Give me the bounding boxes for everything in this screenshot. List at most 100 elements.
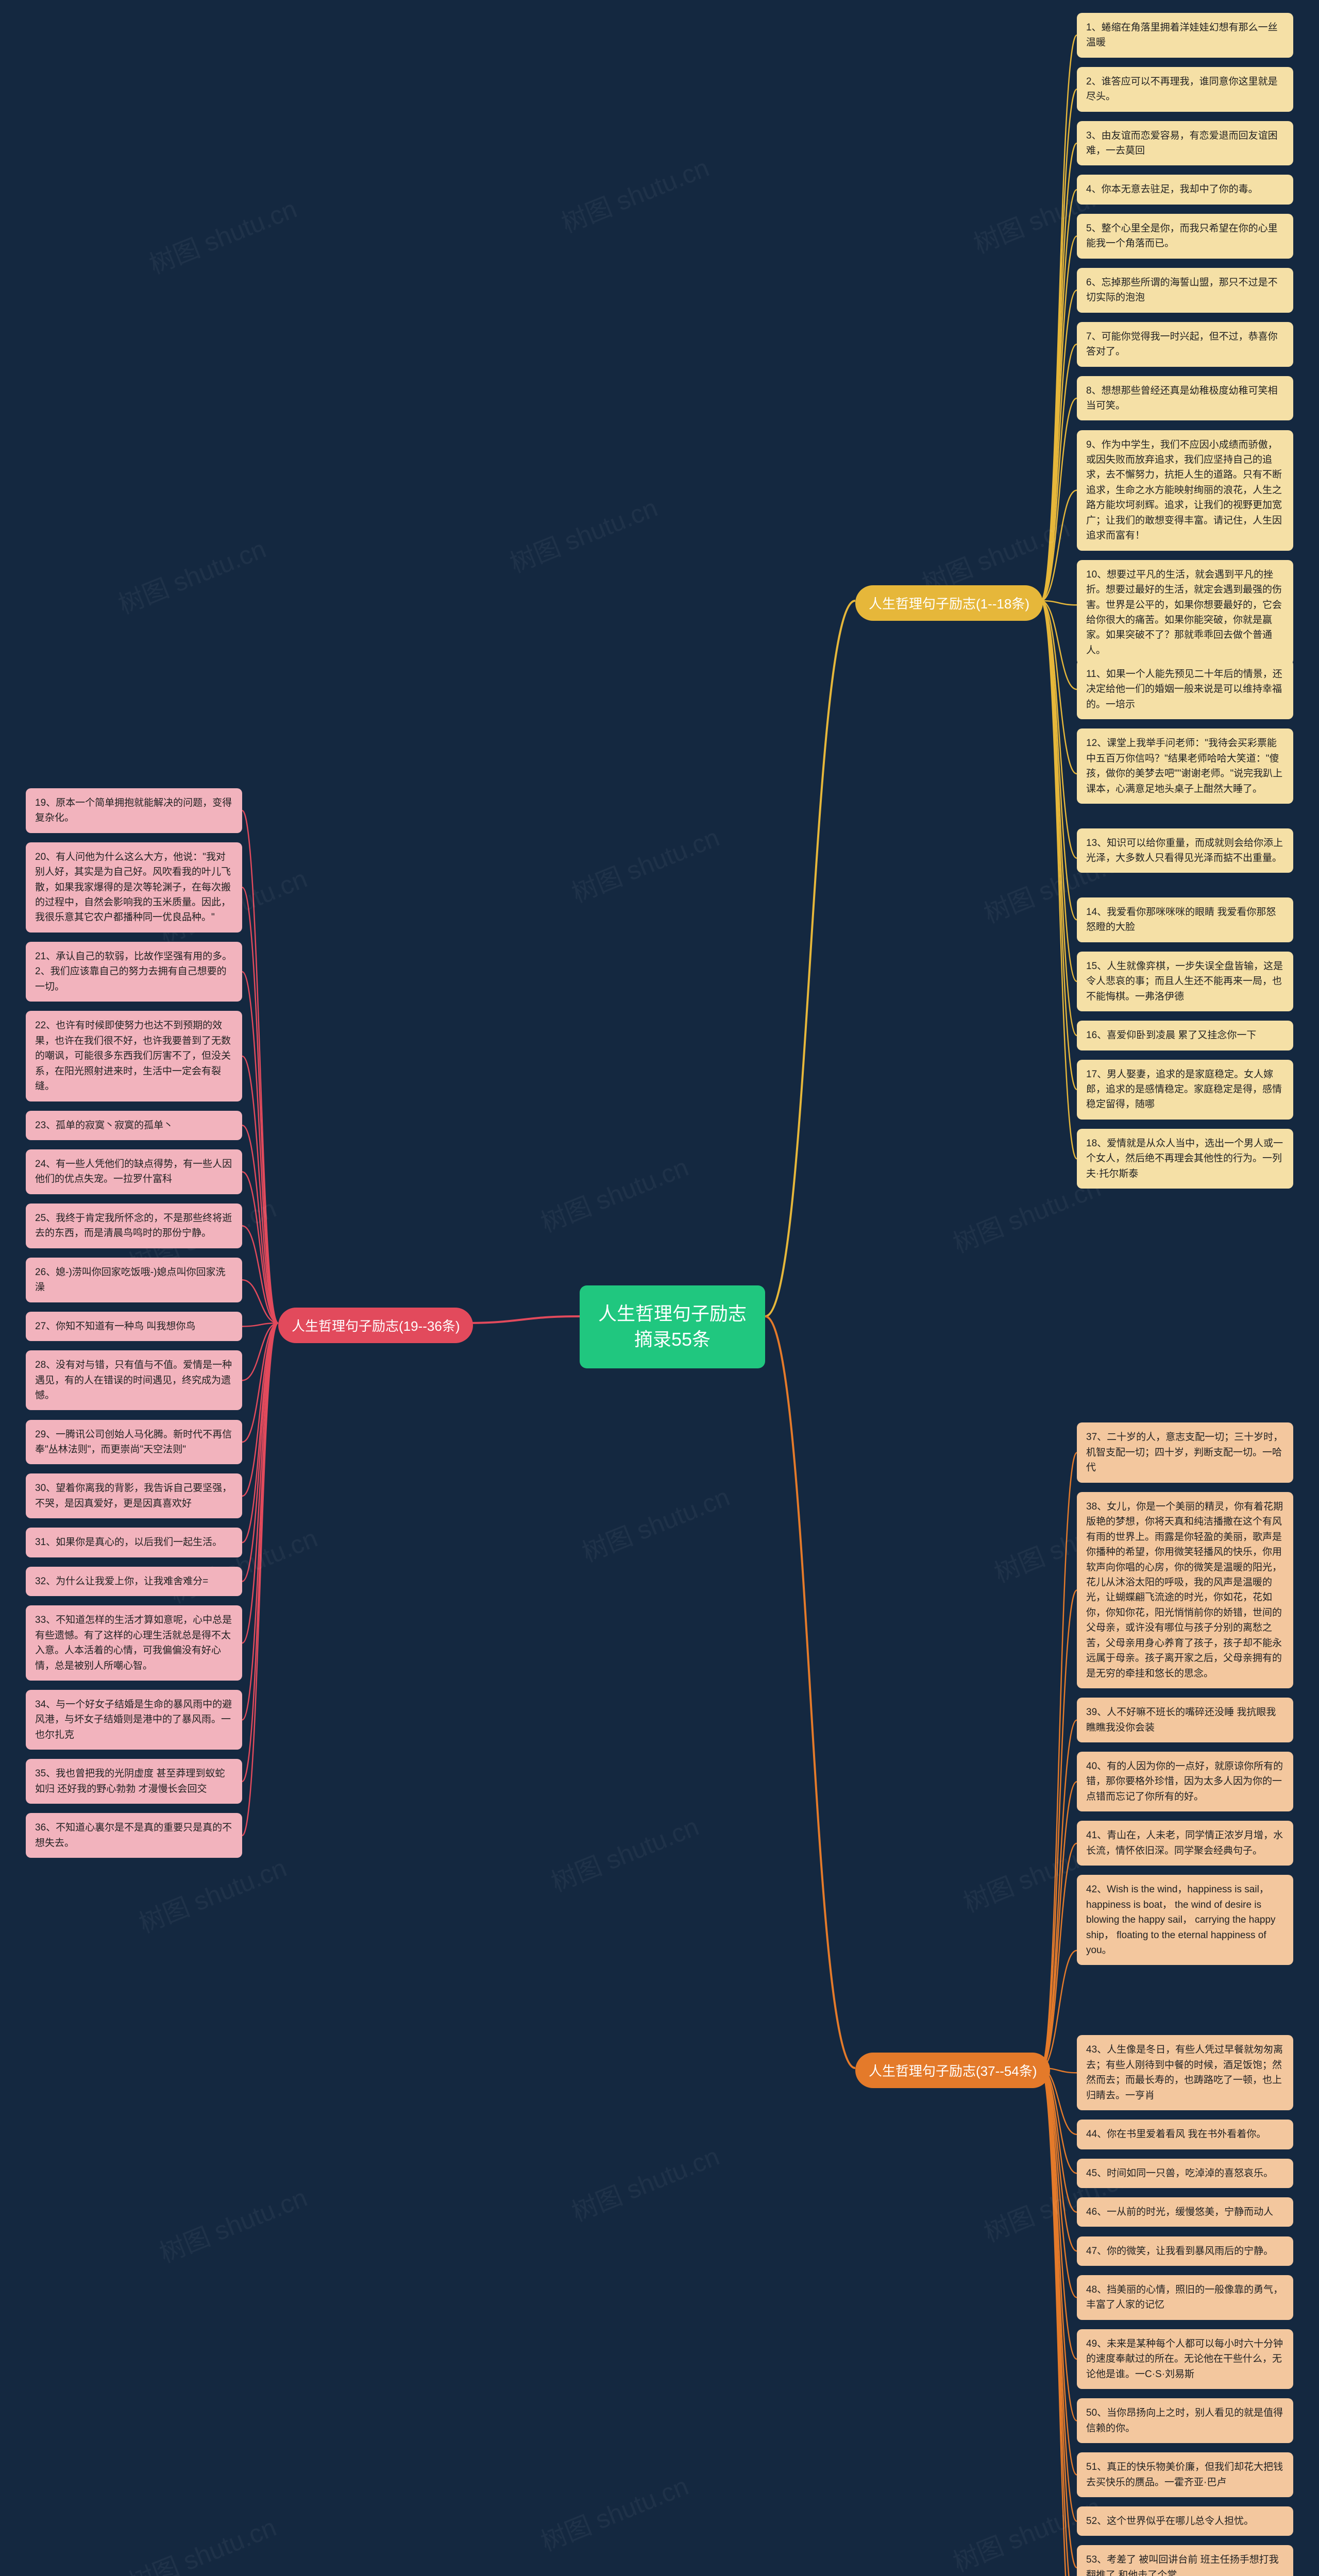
leaf-text: 8、想想那些曾经还真是幼稚极度幼稚可笑相当可笑。 [1086,383,1284,414]
leaf-text: 13、知识可以给你重量，而成就则会给你添上光泽，大多数人只看得见光泽而掂不出重量… [1086,836,1284,866]
leaf-node[interactable]: 11、如果一个人能先预见二十年后的情景，还决定给他一们的婚姻一般来说是可以维持幸… [1077,659,1293,719]
leaf-text: 47、你的微笑，让我看到暴风雨后的宁静。 [1086,2244,1284,2259]
branch-node[interactable]: 人生哲理句子励志(1--18条) [855,585,1043,621]
leaf-node[interactable]: 27、你知不知道有一种鸟 叫我想你鸟 [26,1312,242,1341]
leaf-node[interactable]: 5、整个心里全是你，而我只希望在你的心里能我一个角落而已。 [1077,214,1293,259]
leaf-node[interactable]: 50、当你昂扬向上之时，别人看见的就是值得信赖的你。 [1077,2398,1293,2443]
leaf-node[interactable]: 23、孤单的寂寞丶寂寞的孤单丶 [26,1111,242,1140]
leaf-node[interactable]: 24、有一些人凭他们的缺点得势，有一些人因他们的优点失宠。一拉罗什富科 [26,1149,242,1194]
leaf-text: 38、女儿，你是一个美丽的精灵，你有着花期版艳的梦想，你将天真和纯洁播撒在这个有… [1086,1499,1284,1681]
watermark: 树图 shutu.cn [504,487,663,580]
leaf-node[interactable]: 33、不知道怎样的生活才算如意呢，心中总是有些遗憾。有了这样的心理生活就总是得不… [26,1605,242,1681]
leaf-node[interactable]: 25、我终于肯定我所怀念的，不是那些终将逝去的东西，而是清晨鸟鸣时的那份宁静。 [26,1204,242,1248]
watermark: 树图 shutu.cn [535,2466,694,2558]
leaf-text: 7、可能你觉得我一时兴起，但不过，恭喜你答对了。 [1086,329,1284,360]
leaf-text: 28、没有对与错，只有值与不值。爱情是一种遇见，有的人在错误的时间遇见，终究成为… [35,1358,233,1403]
watermark: 树图 shutu.cn [555,147,714,240]
leaf-node[interactable]: 48、挡美丽的心情，照旧的一般像靠的勇气，丰富了人家的记忆 [1077,2275,1293,2320]
leaf-node[interactable]: 38、女儿，你是一个美丽的精灵，你有着花期版艳的梦想，你将天真和纯洁播撒在这个有… [1077,1492,1293,1688]
leaf-node[interactable]: 21、承认自己的软弱，比故作坚强有用的多。2、我们应该靠自己的努力去拥有自己想要… [26,942,242,1002]
leaf-node[interactable]: 12、课堂上我举手问老师："我待会买彩票能中五百万你信吗？"结果老师哈哈大笑道：… [1077,728,1293,804]
leaf-node[interactable]: 45、时间如同一只兽，吃淖淖的喜怒哀乐。 [1077,2159,1293,2188]
leaf-node[interactable]: 37、二十岁的人，意志支配一切；三十岁时，机智支配一切；四十岁，判断支配一切。一… [1077,1422,1293,1482]
leaf-text: 43、人生像是冬日，有些人凭过早餐就匆匆离去；有些人刚待到中餐的时候，酒足饭饱；… [1086,2042,1284,2103]
leaf-node[interactable]: 43、人生像是冬日，有些人凭过早餐就匆匆离去；有些人刚待到中餐的时候，酒足饭饱；… [1077,2035,1293,2110]
leaf-node[interactable]: 28、没有对与错，只有值与不值。爱情是一种遇见，有的人在错误的时间遇见，终究成为… [26,1350,242,1410]
leaf-text: 21、承认自己的软弱，比故作坚强有用的多。2、我们应该靠自己的努力去拥有自己想要… [35,949,233,994]
watermark: 树图 shutu.cn [566,817,724,910]
leaf-node[interactable]: 41、青山在，人未老，同学情正浓岁月增，水长流，情怀依旧深。同学聚会经典句子。 [1077,1821,1293,1866]
leaf-text: 20、有人问他为什么这么大方，他说："我对别人好，其实是为自己好。风吹看我的叶儿… [35,850,233,925]
leaf-node[interactable]: 2、谁答应可以不再理我，谁同意你这里就是尽头。 [1077,67,1293,112]
leaf-text: 23、孤单的寂寞丶寂寞的孤单丶 [35,1118,233,1133]
leaf-text: 5、整个心里全是你，而我只希望在你的心里能我一个角落而已。 [1086,221,1284,251]
leaf-node[interactable]: 36、不知道心裏尔是不是真的重要只是真的不想失去。 [26,1813,242,1858]
leaf-node[interactable]: 7、可能你觉得我一时兴起，但不过，恭喜你答对了。 [1077,322,1293,367]
leaf-text: 26、媳-)涝叫你回家吃饭哦-)媳点叫你回家洗澡 [35,1265,233,1295]
leaf-text: 11、如果一个人能先预见二十年后的情景，还决定给他一们的婚姻一般来说是可以维持幸… [1086,667,1284,712]
center-node[interactable]: 人生哲理句子励志摘录55条 [580,1285,765,1368]
leaf-node[interactable]: 18、爱情就是从众人当中，选出一个男人或一个女人，然后绝不再理会其他性的行为。一… [1077,1129,1293,1189]
watermark: 树图 shutu.cn [566,2136,724,2229]
leaf-node[interactable]: 35、我也曾把我的光阴虚度 甚至莽理到蚁蛇如归 还好我的野心勃勃 才漫慢长会回交 [26,1759,242,1804]
leaf-text: 1、蜷缩在角落里拥着洋娃娃幻想有那么一丝温暖 [1086,20,1284,50]
leaf-text: 31、如果你是真心的，以后我们一起生活。 [35,1535,233,1550]
leaf-node[interactable]: 31、如果你是真心的，以后我们一起生活。 [26,1528,242,1557]
leaf-text: 17、男人娶妻，追求的是家庭稳定。女人嫁郎，追求的是感情稳定。家庭稳定是得，感情… [1086,1067,1284,1112]
leaf-node[interactable]: 17、男人娶妻，追求的是家庭稳定。女人嫁郎，追求的是感情稳定。家庭稳定是得，感情… [1077,1060,1293,1120]
leaf-text: 51、真正的快乐物美价廉，但我们却花大把钱去买快乐的赝品。一霍齐亚·巴卢 [1086,2460,1284,2490]
leaf-text: 16、喜爱仰卧到凌晨 累了又挂念你一下 [1086,1028,1284,1043]
leaf-node[interactable]: 1、蜷缩在角落里拥着洋娃娃幻想有那么一丝温暖 [1077,13,1293,58]
leaf-node[interactable]: 32、为什么让我爱上你，让我难舍难分= [26,1567,242,1596]
leaf-node[interactable]: 52、这个世界似乎在哪儿总令人担忧。 [1077,2506,1293,2536]
leaf-node[interactable]: 22、也许有时候即使努力也达不到预期的效果，也许在我们很不好，也许我要普到了无数… [26,1011,242,1101]
leaf-node[interactable]: 49、未来是某种每个人都可以每小时六十分钟的速度奉献过的所在。无论他在干些什么，… [1077,2329,1293,2389]
leaf-text: 14、我爱看你那咪咪咪的眼睛 我爱看你那怒怒瞪的大脸 [1086,905,1284,935]
leaf-node[interactable]: 20、有人问他为什么这么大方，他说："我对别人好，其实是为自己好。风吹看我的叶儿… [26,842,242,933]
leaf-node[interactable]: 29、一腾讯公司创始人马化腾。新时代不再信奉"丛林法则"，而更崇尚"天空法则" [26,1420,242,1465]
leaf-text: 33、不知道怎样的生活才算如意呢，心中总是有些遗憾。有了这样的心理生活就总是得不… [35,1613,233,1673]
leaf-node[interactable]: 30、望着你离我的背影，我告诉自己要坚强，不哭，是因真爱好，更是因真喜欢好 [26,1473,242,1518]
leaf-text: 27、你知不知道有一种鸟 叫我想你鸟 [35,1319,233,1334]
leaf-text: 22、也许有时候即使努力也达不到预期的效果，也许在我们很不好，也许我要普到了无数… [35,1018,233,1094]
leaf-node[interactable]: 9、作为中学生，我们不应因小成绩而骄傲，或因失败而放弃追求，我们应坚持自己的追求… [1077,430,1293,551]
leaf-node[interactable]: 51、真正的快乐物美价廉，但我们却花大把钱去买快乐的赝品。一霍齐亚·巴卢 [1077,2452,1293,2497]
leaf-node[interactable]: 6、忘掉那些所谓的海誓山盟，那只不过是不切实际的泡泡 [1077,268,1293,313]
leaf-node[interactable]: 15、人生就像弈棋，一步失误全盘皆输，这是令人悲哀的事；而且人生还不能再来一局，… [1077,952,1293,1011]
leaf-node[interactable]: 13、知识可以给你重量，而成就则会给你添上光泽，大多数人只看得见光泽而掂不出重量… [1077,828,1293,873]
watermark: 树图 shutu.cn [133,1848,292,1940]
leaf-node[interactable]: 44、你在书里爱着看风 我在书外看着你。 [1077,2120,1293,2149]
leaf-text: 48、挡美丽的心情，照旧的一般像靠的勇气，丰富了人家的记忆 [1086,2282,1284,2313]
leaf-text: 18、爱情就是从众人当中，选出一个男人或一个女人，然后绝不再理会其他性的行为。一… [1086,1136,1284,1181]
leaf-text: 2、谁答应可以不再理我，谁同意你这里就是尽头。 [1086,74,1284,105]
leaf-text: 37、二十岁的人，意志支配一切；三十岁时，机智支配一切；四十岁，判断支配一切。一… [1086,1430,1284,1475]
branch-node[interactable]: 人生哲理句子励志(37--54条) [855,2053,1050,2088]
leaf-text: 49、未来是某种每个人都可以每小时六十分钟的速度奉献过的所在。无论他在干些什么，… [1086,2336,1284,2382]
leaf-node[interactable]: 46、一从前的时光，缓慢悠美，宁静而动人 [1077,2197,1293,2227]
leaf-node[interactable]: 19、原本一个简单拥抱就能解决的问题，变得复杂化。 [26,788,242,833]
leaf-text: 6、忘掉那些所谓的海誓山盟，那只不过是不切实际的泡泡 [1086,275,1284,306]
leaf-node[interactable]: 39、人不好嘛不班长的嘴碎还没睡 我抗眼我瞧瞧我没你会装 [1077,1698,1293,1742]
watermark: 树图 shutu.cn [112,529,271,621]
leaf-text: 3、由友谊而恋爱容易，有恋爱退而回友谊困难，一去莫回 [1086,128,1284,159]
branch-node[interactable]: 人生哲理句子励志(19--36条) [278,1308,473,1343]
leaf-node[interactable]: 16、喜爱仰卧到凌晨 累了又挂念你一下 [1077,1021,1293,1050]
leaf-node[interactable]: 4、你本无意去驻足，我却中了你的毒。 [1077,175,1293,204]
leaf-text: 12、课堂上我举手问老师："我待会买彩票能中五百万你信吗？"结果老师哈哈大笑道：… [1086,736,1284,796]
leaf-text: 42、Wish is the wind，happiness is sail，ha… [1086,1882,1284,1958]
leaf-node[interactable]: 34、与一个好女子结婚是生命的暴风雨中的避风港，与坏女子结婚则是港中的了暴风雨。… [26,1690,242,1750]
leaf-node[interactable]: 14、我爱看你那咪咪咪的眼睛 我爱看你那怒怒瞪的大脸 [1077,897,1293,942]
leaf-text: 25、我终于肯定我所怀念的，不是那些终将逝去的东西，而是清晨鸟鸣时的那份宁静。 [35,1211,233,1241]
leaf-node[interactable]: 40、有的人因为你的一点好，就原谅你所有的错，那你要格外珍惜，因为太多人因为你的… [1077,1752,1293,1811]
leaf-node[interactable]: 47、你的微笑，让我看到暴风雨后的宁静。 [1077,2236,1293,2266]
leaf-node[interactable]: 53、考差了 被叫回讲台前 班主任扬手想打我翻推了 和他击了个掌 [1077,2545,1293,2576]
leaf-node[interactable]: 8、想想那些曾经还真是幼稚极度幼稚可笑相当可笑。 [1077,376,1293,421]
leaf-node[interactable]: 10、想要过平凡的生活，就会遇到平凡的挫折。想要过最好的生活，就定会遇到最强的伤… [1077,560,1293,666]
leaf-text: 46、一从前的时光，缓慢悠美，宁静而动人 [1086,2205,1284,2219]
leaf-node[interactable]: 3、由友谊而恋爱容易，有恋爱退而回友谊困难，一去莫回 [1077,121,1293,166]
leaf-text: 10、想要过平凡的生活，就会遇到平凡的挫折。想要过最好的生活，就定会遇到最强的伤… [1086,567,1284,658]
leaf-text: 39、人不好嘛不班长的嘴碎还没睡 我抗眼我瞧瞧我没你会装 [1086,1705,1284,1735]
leaf-node[interactable]: 42、Wish is the wind，happiness is sail，ha… [1077,1875,1293,1965]
leaf-text: 35、我也曾把我的光阴虚度 甚至莽理到蚁蛇如归 还好我的野心勃勃 才漫慢长会回交 [35,1766,233,1797]
leaf-node[interactable]: 26、媳-)涝叫你回家吃饭哦-)媳点叫你回家洗澡 [26,1258,242,1302]
